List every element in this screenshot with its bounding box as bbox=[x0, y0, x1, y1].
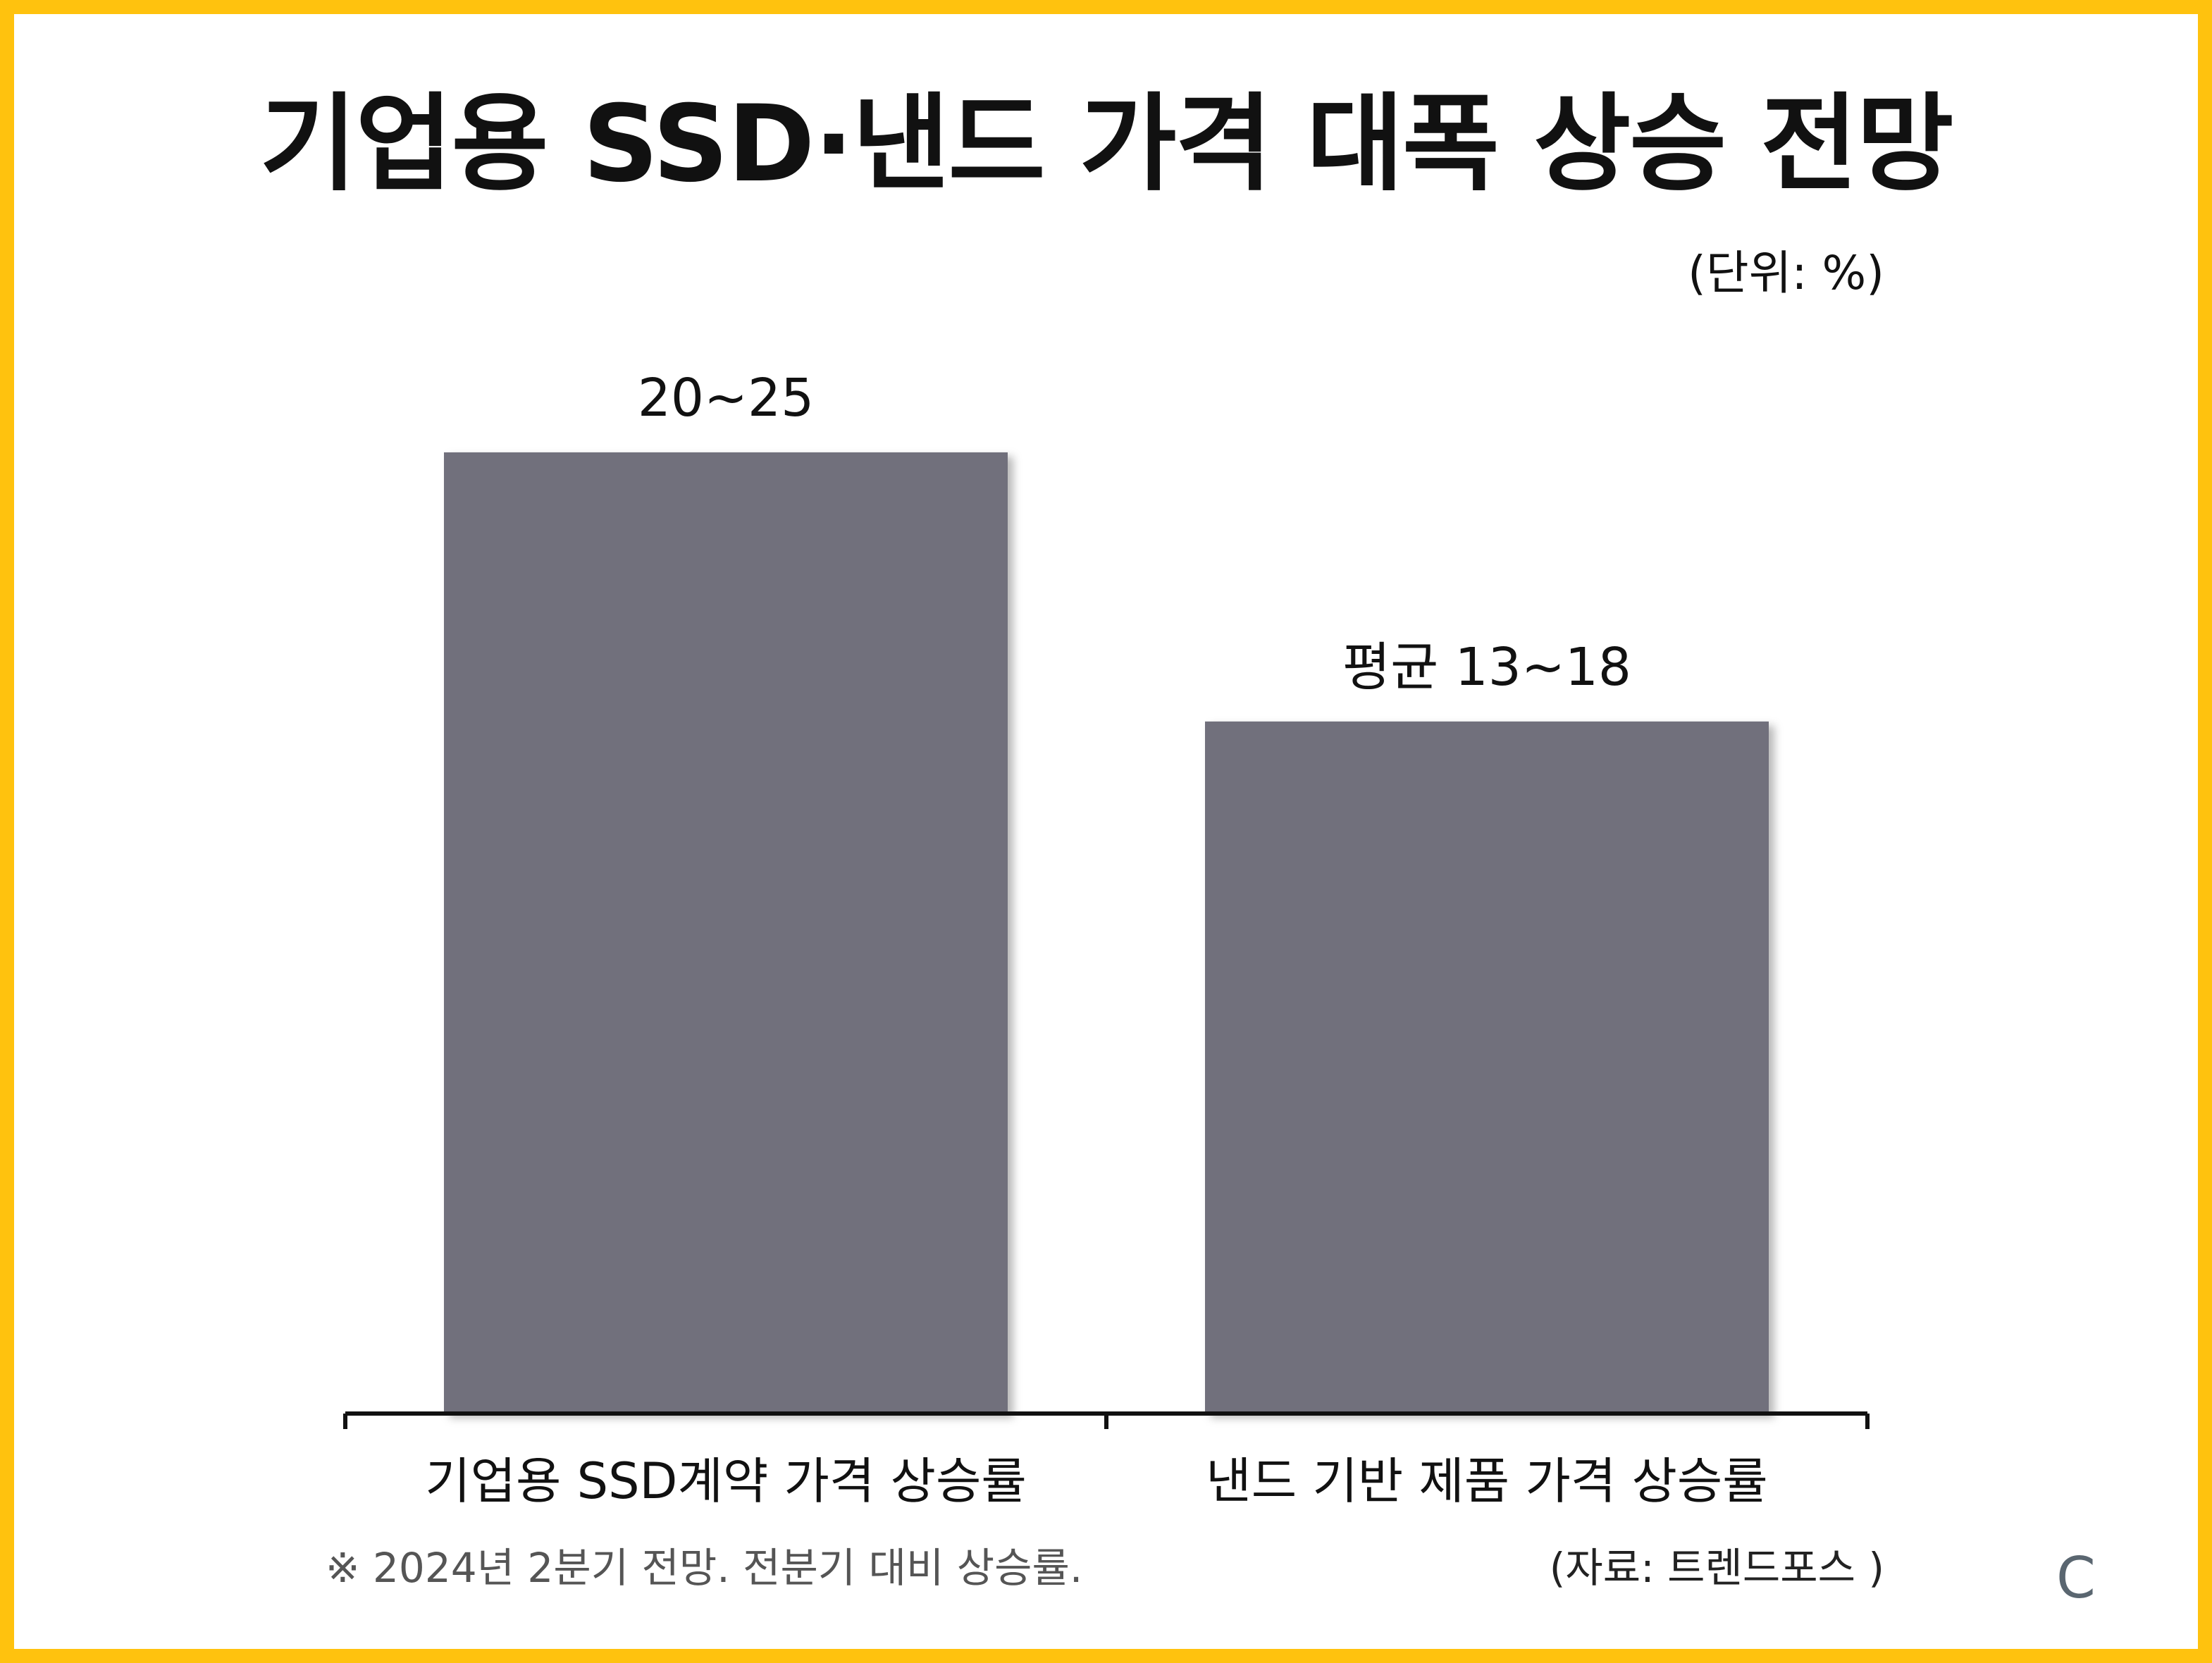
value-label-2: 평균 13~18 bbox=[1342, 637, 1631, 698]
publisher-logo: C bbox=[2056, 1545, 2096, 1611]
category-label-1: 기업용 SSD계약 가격 상승률 bbox=[425, 1452, 1027, 1510]
category-label-2: 낸드 기반 제품 가격 상승률 bbox=[1206, 1452, 1767, 1510]
unit-label: (단위: %) bbox=[1688, 246, 1884, 300]
footnote: ※ 2024년 2분기 전망. 전분기 대비 상승률. bbox=[326, 1544, 1083, 1592]
source-note: (자료: 트렌드포스 ) bbox=[1549, 1544, 1884, 1592]
bar-1 bbox=[444, 452, 1008, 1414]
bar-2 bbox=[1205, 721, 1769, 1414]
value-label-1: 20~25 bbox=[638, 368, 814, 428]
chart-title: 기업용 SSD·낸드 가격 대폭 상승 전망 bbox=[259, 83, 1954, 206]
